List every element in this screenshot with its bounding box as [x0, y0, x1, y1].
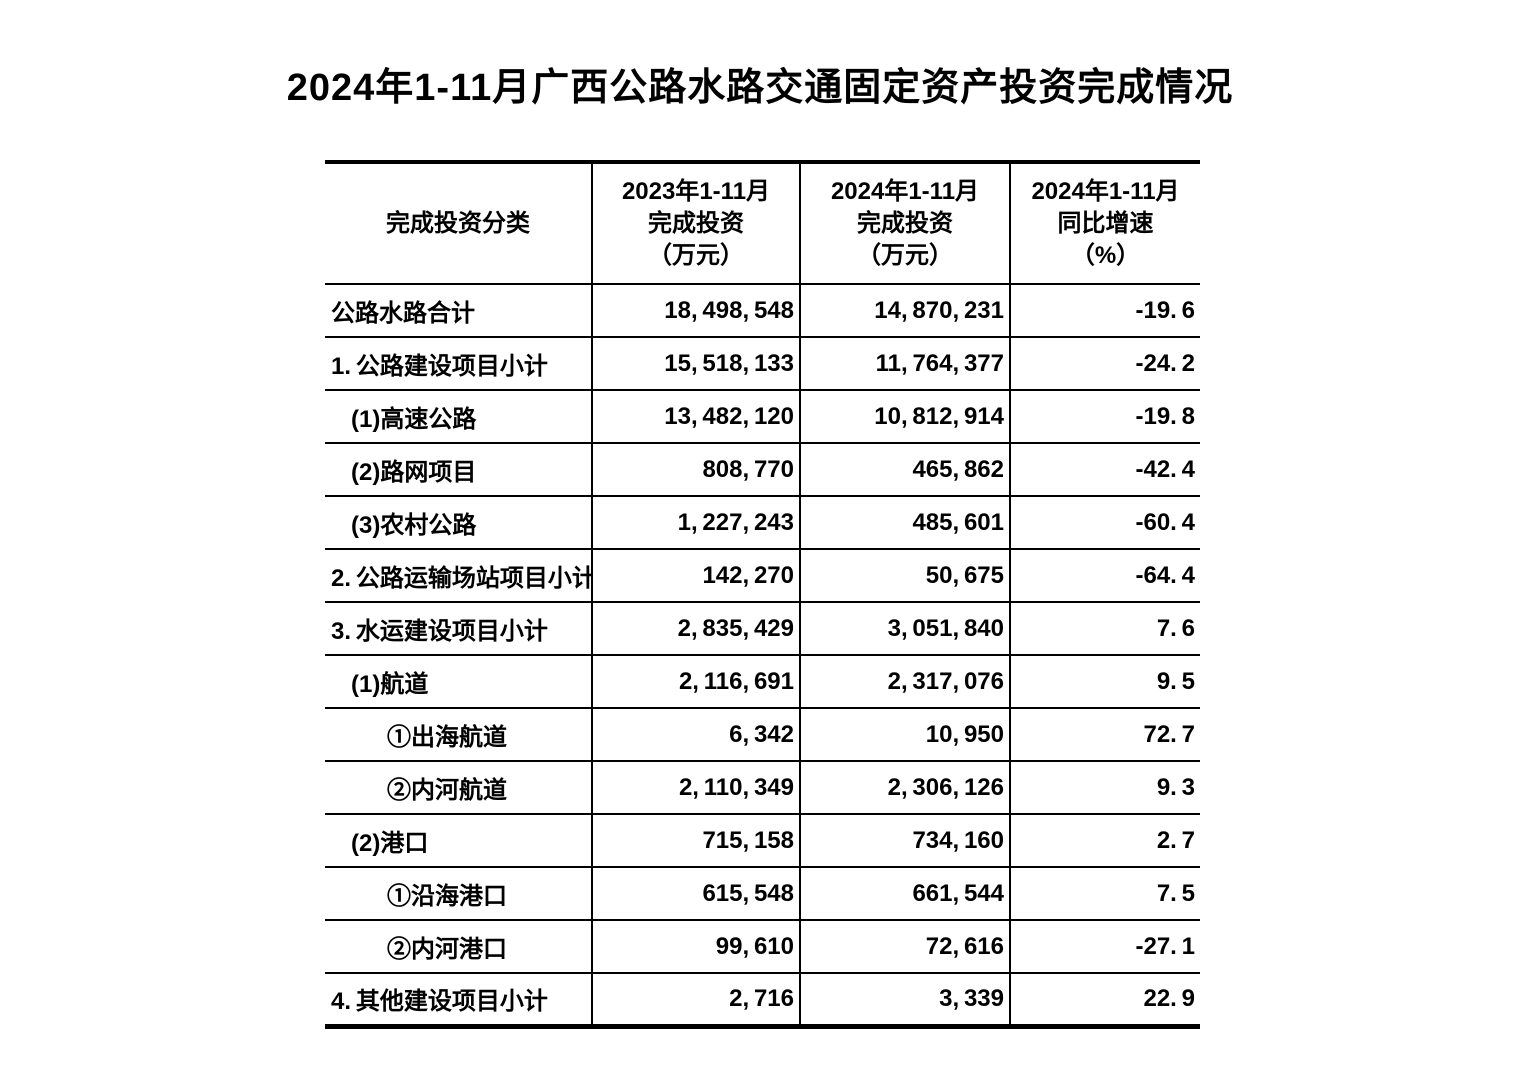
growth-cell: -27. 1 [1009, 919, 1200, 974]
growth-cell: 7. 5 [1009, 866, 1200, 921]
invest-2023-cell: 15, 518, 133 [591, 336, 801, 391]
header-line: 同比增速 [1057, 209, 1154, 237]
table-row: ①出海航道 6, 342 10, 950 72. 7 [325, 707, 1200, 762]
table-row: ②内河港口 99, 610 72, 616 -27. 1 [325, 919, 1200, 974]
header-line: （万元） [648, 241, 744, 269]
invest-2023-cell: 715, 158 [591, 813, 801, 868]
page-title: 2024年1-11月广西公路水路交通固定资产投资完成情况 [286, 67, 1234, 109]
invest-2024-cell: 2, 317, 076 [799, 654, 1011, 709]
table-row: 1. 公路建设项目小计 15, 518, 133 11, 764, 377 -2… [325, 336, 1200, 391]
header-line: 2024年1-11月 [830, 177, 980, 205]
invest-2024-cell: 465, 862 [799, 442, 1011, 497]
header-line: 完成投资 [648, 209, 744, 237]
growth-cell: 22. 9 [1009, 972, 1200, 1026]
header-line: （万元） [857, 241, 953, 269]
invest-2023-cell: 615, 548 [591, 866, 801, 921]
invest-2023-cell: 99, 610 [591, 919, 801, 974]
header-line: 完成投资分类 [386, 209, 530, 237]
growth-cell: 7. 6 [1009, 601, 1200, 656]
growth-cell: -42. 4 [1009, 442, 1200, 497]
invest-2023-cell: 2, 716 [591, 972, 801, 1026]
table-row: (2)港口 715, 158 734, 160 2. 7 [325, 813, 1200, 868]
header-line: 2023年1-11月 [621, 177, 771, 205]
invest-2024-cell: 485, 601 [799, 495, 1011, 550]
header-line: 完成投资 [857, 209, 953, 237]
table-row: (1)高速公路 13, 482, 120 10, 812, 914 -19. 8 [325, 389, 1200, 444]
invest-2024-cell: 10, 812, 914 [799, 389, 1011, 444]
growth-cell: 9. 3 [1009, 760, 1200, 815]
category-cell: (2)路网项目 [325, 442, 593, 497]
table-row: (3)农村公路 1, 227, 243 485, 601 -60. 4 [325, 495, 1200, 550]
category-cell: ②内河航道 [325, 760, 593, 815]
invest-2024-cell: 50, 675 [799, 548, 1011, 603]
category-cell: ②内河港口 [325, 919, 593, 974]
growth-cell: 2. 7 [1009, 813, 1200, 868]
invest-2024-cell: 2, 306, 126 [799, 760, 1011, 815]
header-category: 完成投资分类 [325, 162, 593, 285]
growth-cell: -24. 2 [1009, 336, 1200, 391]
invest-2024-cell: 72, 616 [799, 919, 1011, 974]
invest-2024-cell: 11, 764, 377 [799, 336, 1011, 391]
category-cell: (1)高速公路 [325, 389, 593, 444]
header-invest-2024: 2024年1-11月 完成投资 （万元） [799, 162, 1011, 285]
growth-cell: -60. 4 [1009, 495, 1200, 550]
invest-2023-cell: 2, 116, 691 [591, 654, 801, 709]
invest-2023-cell: 18, 498, 548 [591, 283, 801, 338]
invest-2024-cell: 10, 950 [799, 707, 1011, 762]
growth-cell: -19. 6 [1009, 283, 1200, 338]
category-cell: ①出海航道 [325, 707, 593, 762]
category-cell: 1. 公路建设项目小计 [325, 336, 593, 391]
header-invest-2023: 2023年1-11月 完成投资 （万元） [591, 162, 801, 285]
invest-2023-cell: 808, 770 [591, 442, 801, 497]
invest-2023-cell: 13, 482, 120 [591, 389, 801, 444]
growth-cell: 9. 5 [1009, 654, 1200, 709]
table-row: 4. 其他建设项目小计 2, 716 3, 339 22. 9 [325, 972, 1200, 1026]
header-line: 2024年1-11月 [1031, 177, 1180, 205]
investment-table: 完成投资分类 2023年1-11月 完成投资 （万元） 2024年1-11月 完… [325, 160, 1200, 1029]
table-row: (1)航道 2, 116, 691 2, 317, 076 9. 5 [325, 654, 1200, 709]
invest-2023-cell: 2, 110, 349 [591, 760, 801, 815]
invest-2023-cell: 1, 227, 243 [591, 495, 801, 550]
table-header-row: 完成投资分类 2023年1-11月 完成投资 （万元） 2024年1-11月 完… [325, 162, 1200, 285]
category-cell: 3. 水运建设项目小计 [325, 601, 593, 656]
table-row: 2. 公路运输场站项目小计 142, 270 50, 675 -64. 4 [325, 548, 1200, 603]
category-cell: (2)港口 [325, 813, 593, 868]
table-row: ②内河航道 2, 110, 349 2, 306, 126 9. 3 [325, 760, 1200, 815]
invest-2023-cell: 142, 270 [591, 548, 801, 603]
table-row: 公路水路合计 18, 498, 548 14, 870, 231 -19. 6 [325, 283, 1200, 338]
table-row: 3. 水运建设项目小计 2, 835, 429 3, 051, 840 7. 6 [325, 601, 1200, 656]
category-cell: 4. 其他建设项目小计 [325, 972, 593, 1026]
category-cell: ①沿海港口 [325, 866, 593, 921]
growth-cell: 72. 7 [1009, 707, 1200, 762]
table-row: (2)路网项目 808, 770 465, 862 -42. 4 [325, 442, 1200, 497]
category-cell: (3)农村公路 [325, 495, 593, 550]
category-cell: (1)航道 [325, 654, 593, 709]
invest-2023-cell: 6, 342 [591, 707, 801, 762]
header-growth: 2024年1-11月 同比增速 （%） [1009, 162, 1200, 285]
growth-cell: -64. 4 [1009, 548, 1200, 603]
invest-2024-cell: 661, 544 [799, 866, 1011, 921]
invest-2023-cell: 2, 835, 429 [591, 601, 801, 656]
header-line: （%） [1070, 241, 1141, 269]
growth-cell: -19. 8 [1009, 389, 1200, 444]
invest-2024-cell: 3, 339 [799, 972, 1011, 1026]
invest-2024-cell: 3, 051, 840 [799, 601, 1011, 656]
category-cell: 2. 公路运输场站项目小计 [325, 548, 593, 603]
invest-2024-cell: 734, 160 [799, 813, 1011, 868]
table-row: ①沿海港口 615, 548 661, 544 7. 5 [325, 866, 1200, 921]
category-cell: 公路水路合计 [325, 283, 593, 338]
invest-2024-cell: 14, 870, 231 [799, 283, 1011, 338]
